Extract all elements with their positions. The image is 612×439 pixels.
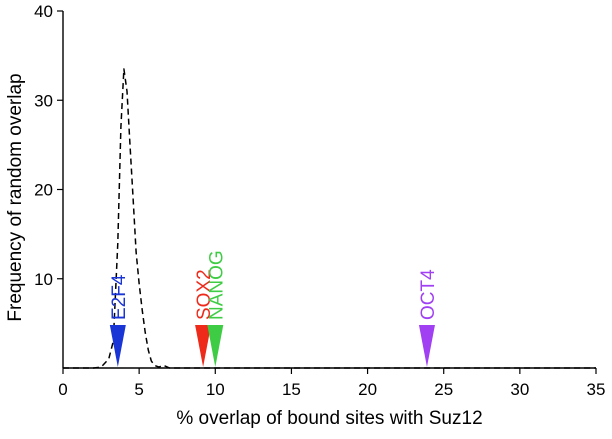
marker-label-e2f4: E2F4 xyxy=(109,274,130,320)
x-tick-label: 0 xyxy=(58,380,67,399)
y-tick-label: 10 xyxy=(34,270,53,289)
y-tick-label: 30 xyxy=(34,91,53,110)
x-tick-label: 30 xyxy=(510,380,529,399)
y-tick-label: 20 xyxy=(34,181,53,200)
distribution-curve xyxy=(63,68,596,369)
marker-label-sox2: SOX2 xyxy=(194,269,215,320)
ticks: 0 5 10 15 20 25 30 35 10 20 30 40 xyxy=(34,2,605,399)
y-tick-label: 40 xyxy=(34,2,53,21)
x-tick-label: 20 xyxy=(358,380,377,399)
y-axis-label: Frequency of random overlap xyxy=(5,73,26,321)
marker-label-oct4: OCT4 xyxy=(418,269,439,320)
x-tick-label: 35 xyxy=(587,380,606,399)
marker-sox2 xyxy=(195,325,212,367)
marker-oct4 xyxy=(418,325,435,367)
x-tick-label: 25 xyxy=(434,380,453,399)
marker-nanog xyxy=(207,325,224,367)
x-tick-label: 5 xyxy=(134,380,143,399)
x-tick-label: 15 xyxy=(282,380,301,399)
marker-e2f4 xyxy=(109,325,126,367)
marker-label-nanog: NANOG xyxy=(206,250,227,320)
axes xyxy=(62,11,596,369)
x-tick-label: 10 xyxy=(206,380,225,399)
series xyxy=(63,68,596,369)
x-axis-label: % overlap of bound sites with Suz12 xyxy=(176,408,482,429)
